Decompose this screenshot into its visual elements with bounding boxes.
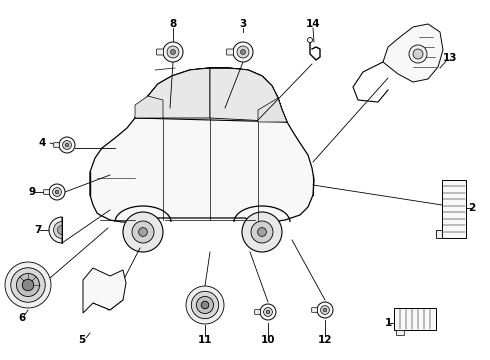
Circle shape: [5, 262, 51, 308]
FancyBboxPatch shape: [44, 190, 49, 194]
Circle shape: [251, 221, 273, 243]
Circle shape: [59, 137, 75, 153]
Circle shape: [320, 306, 329, 314]
Circle shape: [49, 184, 65, 200]
Text: 2: 2: [468, 203, 476, 213]
Text: 10: 10: [261, 335, 275, 345]
Circle shape: [308, 37, 313, 42]
Circle shape: [323, 308, 327, 312]
Circle shape: [409, 45, 427, 63]
Circle shape: [260, 304, 276, 320]
Text: 1: 1: [384, 318, 392, 328]
Polygon shape: [135, 96, 163, 118]
FancyBboxPatch shape: [226, 49, 234, 55]
Circle shape: [171, 49, 175, 54]
Text: 3: 3: [240, 19, 246, 29]
FancyBboxPatch shape: [54, 143, 59, 147]
Polygon shape: [135, 68, 210, 118]
Polygon shape: [83, 268, 126, 313]
Text: 8: 8: [170, 19, 176, 29]
Text: 13: 13: [443, 53, 457, 63]
Bar: [394, 308, 436, 330]
Circle shape: [266, 310, 270, 314]
Circle shape: [63, 141, 72, 149]
Text: 12: 12: [318, 335, 332, 345]
Text: 4: 4: [38, 138, 46, 148]
Circle shape: [317, 302, 333, 318]
Circle shape: [139, 228, 147, 237]
Polygon shape: [135, 68, 287, 122]
Circle shape: [201, 301, 209, 309]
Circle shape: [17, 274, 40, 297]
FancyBboxPatch shape: [312, 308, 318, 312]
Polygon shape: [436, 230, 442, 238]
Circle shape: [413, 49, 423, 59]
Wedge shape: [49, 217, 62, 243]
Wedge shape: [57, 225, 62, 235]
Circle shape: [196, 296, 214, 314]
Wedge shape: [53, 221, 62, 238]
Text: 6: 6: [19, 313, 25, 323]
Circle shape: [258, 228, 267, 237]
Circle shape: [65, 143, 69, 147]
Circle shape: [242, 212, 282, 252]
Circle shape: [22, 279, 34, 291]
Circle shape: [241, 49, 245, 54]
Circle shape: [167, 46, 179, 58]
Polygon shape: [90, 68, 314, 222]
Polygon shape: [396, 330, 404, 335]
Text: 7: 7: [34, 225, 42, 235]
FancyBboxPatch shape: [255, 310, 260, 314]
Text: 14: 14: [306, 19, 320, 29]
Circle shape: [132, 221, 154, 243]
Polygon shape: [210, 68, 287, 122]
Bar: [442, 180, 466, 238]
Circle shape: [123, 212, 163, 252]
Circle shape: [186, 286, 224, 324]
Polygon shape: [258, 98, 287, 122]
Circle shape: [55, 190, 59, 194]
Circle shape: [237, 46, 249, 58]
Polygon shape: [383, 24, 443, 82]
Circle shape: [191, 291, 219, 319]
Circle shape: [264, 307, 272, 316]
Circle shape: [163, 42, 183, 62]
Text: 11: 11: [198, 335, 212, 345]
FancyBboxPatch shape: [156, 49, 164, 55]
Circle shape: [11, 268, 45, 302]
Circle shape: [233, 42, 253, 62]
Text: 9: 9: [28, 187, 36, 197]
Circle shape: [52, 188, 61, 197]
Text: 5: 5: [78, 335, 86, 345]
